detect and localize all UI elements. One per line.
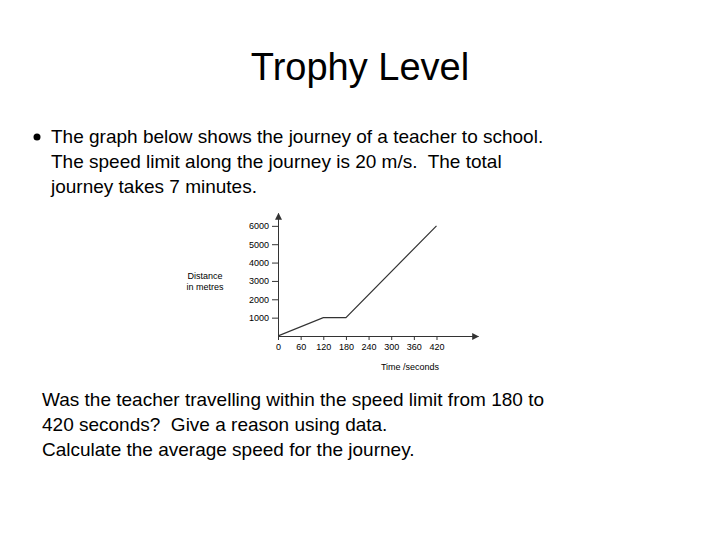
y-tick-label: 2000 xyxy=(249,295,269,305)
x-tick-label: 240 xyxy=(362,342,377,352)
x-tick-mark xyxy=(323,336,324,340)
x-tick: 420 xyxy=(429,336,444,352)
y-tick-mark xyxy=(272,299,278,300)
x-axis: 0 60 120 180 240 300 360 420 xyxy=(276,336,479,352)
x-axis-line xyxy=(279,336,479,337)
x-tick-label: 0 xyxy=(276,342,281,352)
question-text: Was the teacher travelling within the sp… xyxy=(42,389,544,410)
y-tick: 4000 xyxy=(249,258,278,268)
y-tick-mark xyxy=(272,318,278,319)
y-axis-line xyxy=(278,214,279,337)
x-tick-mark xyxy=(414,336,415,340)
question-text: 420 seconds? Give a reason using data. xyxy=(42,414,387,435)
x-tick-mark xyxy=(278,336,279,340)
x-tick-mark xyxy=(391,336,392,340)
distance-line xyxy=(278,226,436,336)
x-tick: 360 xyxy=(407,336,422,352)
y-tick-mark xyxy=(272,281,278,282)
x-tick: 60 xyxy=(296,336,306,352)
y-tick-mark xyxy=(272,226,278,227)
y-tick: 6000 xyxy=(249,221,278,231)
x-tick-mark xyxy=(369,336,370,340)
x-tick-label: 300 xyxy=(384,342,399,352)
y-axis-title: in metres xyxy=(186,282,224,292)
x-tick-label: 180 xyxy=(339,342,354,352)
plot-area xyxy=(278,226,436,336)
slide: Trophy Level The graph below shows the jo… xyxy=(0,0,720,540)
chart: 0 60 120 180 240 300 360 420 1000 2000 3000 4000 500… xyxy=(186,214,478,373)
x-tick: 300 xyxy=(384,336,399,352)
x-tick-mark xyxy=(436,336,437,340)
y-tick-mark xyxy=(272,244,278,245)
y-tick-mark xyxy=(272,263,278,264)
y-tick-label: 1000 xyxy=(249,313,269,323)
y-tick: 3000 xyxy=(249,276,278,286)
x-tick: 0 xyxy=(276,336,281,352)
x-tick-label: 60 xyxy=(296,342,306,352)
y-tick-label: 6000 xyxy=(249,221,269,231)
y-tick-label: 3000 xyxy=(249,276,269,286)
bullet-text: journey takes 7 minutes. xyxy=(50,176,257,197)
x-axis-title: Time /seconds xyxy=(381,362,440,372)
x-tick-label: 420 xyxy=(429,342,444,352)
y-axis-title: Distance xyxy=(187,271,222,281)
bullet xyxy=(34,134,41,141)
slide-title: Trophy Level xyxy=(251,46,469,88)
x-tick: 120 xyxy=(316,336,331,352)
x-tick-mark xyxy=(346,336,347,340)
y-tick-label: 5000 xyxy=(249,240,269,250)
bullet-text: The speed limit along the journey is 20 … xyxy=(51,151,502,172)
x-tick-label: 120 xyxy=(316,342,331,352)
y-axis: 1000 2000 3000 4000 5000 6000 xyxy=(249,214,279,337)
y-tick: 1000 xyxy=(249,313,278,323)
x-tick-mark xyxy=(301,336,302,340)
y-tick: 2000 xyxy=(249,295,278,305)
bullet-text: The graph below shows the journey of a t… xyxy=(51,126,543,147)
y-tick: 5000 xyxy=(249,240,278,250)
x-tick-label: 360 xyxy=(407,342,422,352)
x-tick: 240 xyxy=(362,336,377,352)
question-text: Calculate the average speed for the jour… xyxy=(42,439,415,460)
x-tick: 180 xyxy=(339,336,354,352)
y-tick-label: 4000 xyxy=(249,258,269,268)
